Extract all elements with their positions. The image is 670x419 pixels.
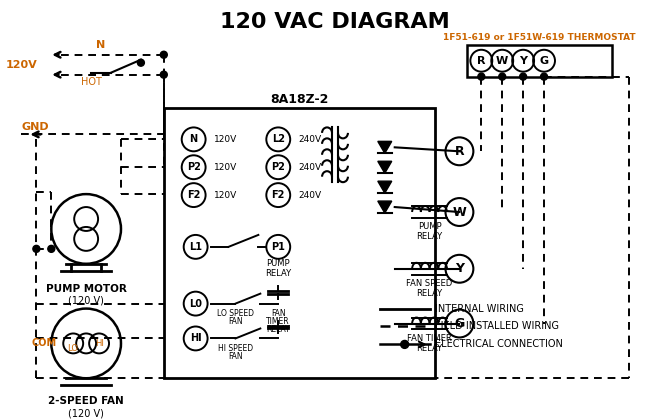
Text: PUMP: PUMP [267, 259, 290, 268]
Text: F2: F2 [187, 190, 200, 200]
Circle shape [160, 71, 168, 78]
Text: ELECTRICAL CONNECTION: ELECTRICAL CONNECTION [435, 339, 562, 349]
Text: FAN: FAN [271, 309, 285, 318]
Text: PUMP MOTOR: PUMP MOTOR [46, 284, 127, 294]
Text: 120V: 120V [214, 163, 237, 172]
Circle shape [478, 73, 485, 80]
Text: RELAY: RELAY [267, 325, 290, 334]
Text: 1F51-619 or 1F51W-619 THERMOSTAT: 1F51-619 or 1F51W-619 THERMOSTAT [443, 34, 635, 42]
Polygon shape [378, 181, 392, 193]
Text: RELAY: RELAY [417, 233, 443, 241]
Text: P2: P2 [271, 162, 285, 172]
Text: FAN: FAN [228, 352, 243, 361]
Bar [468, 45, 612, 77]
Text: 8A18Z-2: 8A18Z-2 [270, 93, 328, 106]
Text: FAN SPEED: FAN SPEED [407, 279, 453, 288]
Circle shape [160, 51, 168, 58]
Text: F2: F2 [271, 190, 285, 200]
Text: Y: Y [519, 56, 527, 66]
Text: COM: COM [31, 339, 56, 349]
Text: RELAY: RELAY [417, 344, 443, 353]
Text: LO SPEED: LO SPEED [217, 309, 254, 318]
Text: (120 V): (120 V) [68, 296, 104, 305]
Polygon shape [378, 161, 392, 173]
Text: INTERNAL WIRING: INTERNAL WIRING [435, 304, 523, 313]
Circle shape [401, 340, 409, 348]
Text: L0: L0 [189, 299, 202, 309]
Text: L2: L2 [272, 134, 285, 145]
Text: Y: Y [455, 262, 464, 275]
Text: 240V: 240V [298, 191, 322, 199]
Text: PUMP: PUMP [418, 222, 442, 231]
Circle shape [541, 73, 547, 80]
Text: G: G [539, 56, 549, 66]
Text: 2-SPEED FAN: 2-SPEED FAN [48, 396, 124, 406]
Text: N: N [96, 40, 106, 50]
Circle shape [520, 73, 527, 80]
Text: (120 V): (120 V) [68, 408, 104, 418]
Text: HI SPEED: HI SPEED [218, 344, 253, 353]
Text: 120V: 120V [5, 59, 38, 70]
Bar [163, 108, 435, 378]
Text: FAN: FAN [228, 317, 243, 326]
Text: HOT: HOT [80, 77, 102, 87]
Text: G: G [454, 317, 464, 330]
Text: 120V: 120V [214, 135, 237, 144]
Text: W: W [496, 56, 509, 66]
Text: P1: P1 [271, 242, 285, 252]
Text: 120 VAC DIAGRAM: 120 VAC DIAGRAM [220, 12, 450, 32]
Text: N: N [190, 134, 198, 145]
Text: HI: HI [94, 339, 104, 348]
Circle shape [33, 246, 40, 252]
Text: TIMER: TIMER [267, 317, 290, 326]
Circle shape [48, 246, 55, 252]
Circle shape [137, 59, 144, 66]
Text: 120V: 120V [214, 191, 237, 199]
Text: FAN TIMER: FAN TIMER [407, 334, 452, 343]
Text: R: R [455, 145, 464, 158]
Text: P2: P2 [187, 162, 200, 172]
Polygon shape [378, 201, 392, 213]
Text: W: W [452, 206, 466, 219]
Text: 240V: 240V [298, 135, 322, 144]
Polygon shape [378, 141, 392, 153]
Text: RELAY: RELAY [417, 289, 443, 298]
Text: 240V: 240V [298, 163, 322, 172]
Circle shape [498, 73, 506, 80]
Text: GND: GND [21, 122, 49, 132]
Text: HI: HI [190, 334, 202, 344]
Text: LO: LO [67, 344, 78, 353]
Text: FIELD INSTALLED WIRING: FIELD INSTALLED WIRING [435, 321, 559, 331]
Text: L1: L1 [189, 242, 202, 252]
Text: R: R [477, 56, 486, 66]
Text: RELAY: RELAY [265, 269, 291, 278]
